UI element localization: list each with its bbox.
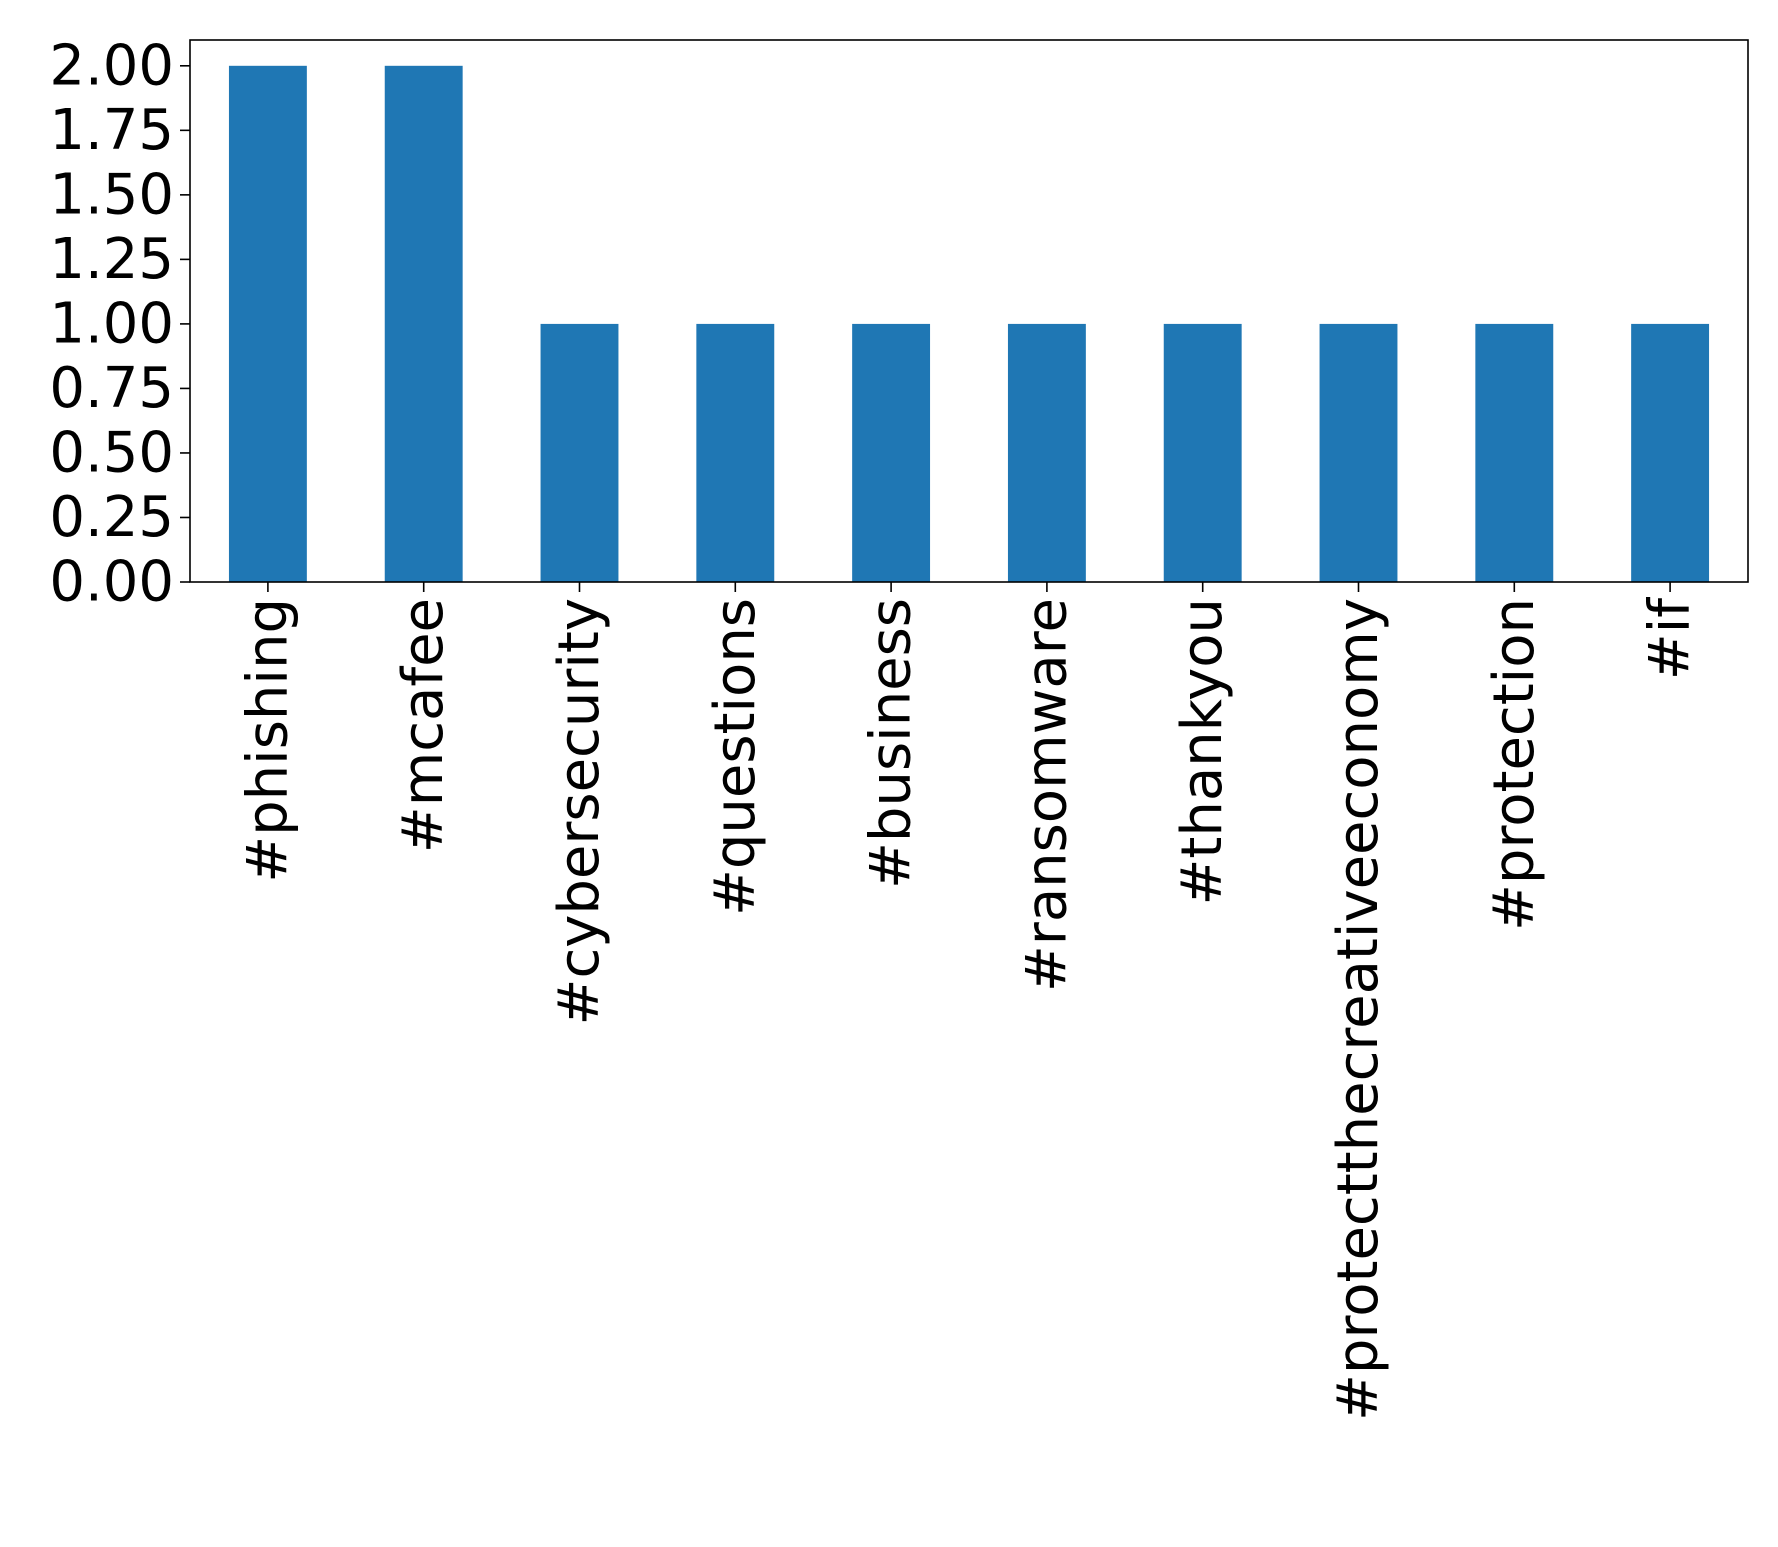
plot-frame: [189, 39, 1749, 583]
bar-7: [1319, 323, 1398, 582]
y-tick-label-1: 0.25: [49, 485, 174, 550]
y-tick-label-8: 2.00: [49, 33, 174, 98]
x-tick-label-3: #questions: [703, 598, 768, 916]
x-tick-label-6: #thankyou: [1170, 598, 1235, 906]
y-tick-label-6: 1.50: [49, 162, 174, 227]
bar-4: [852, 323, 931, 582]
x-tick-label-0: #phishing: [235, 598, 300, 883]
x-tick-label-9: #if: [1638, 597, 1703, 680]
bar-2: [540, 323, 619, 582]
x-tick-label-5: #ransomware: [1014, 598, 1079, 992]
x-tick-label-1: #mcafee: [391, 598, 456, 853]
x-axis: #phishing #mcafee #cybersecurity #questions…: [235, 582, 1703, 1421]
x-tick-label-4: #business: [859, 598, 924, 889]
x-tick-label-8: #protection: [1482, 598, 1547, 931]
y-tick-label-7: 1.75: [49, 98, 174, 163]
bars-group: [228, 65, 1710, 583]
bar-9: [1631, 323, 1710, 582]
y-tick-label-3: 0.75: [49, 356, 174, 421]
y-tick-label-5: 1.25: [49, 227, 174, 292]
bar-1: [384, 65, 463, 583]
x-tick-label-2: #cybersecurity: [547, 598, 612, 1025]
y-axis: 0.000.250.500.751.001.251.501.752.00: [49, 33, 190, 615]
bar-8: [1475, 323, 1554, 582]
y-tick-label-2: 0.50: [49, 420, 174, 485]
bar-3: [696, 323, 775, 582]
bar-5: [1007, 323, 1086, 582]
y-tick-label-4: 1.00: [49, 291, 174, 356]
bar-0: [228, 65, 307, 583]
x-tick-label-7: #protectthecreativeeconomy: [1326, 598, 1391, 1421]
y-tick-label-0: 0.00: [49, 550, 174, 615]
bar-6: [1163, 323, 1242, 582]
